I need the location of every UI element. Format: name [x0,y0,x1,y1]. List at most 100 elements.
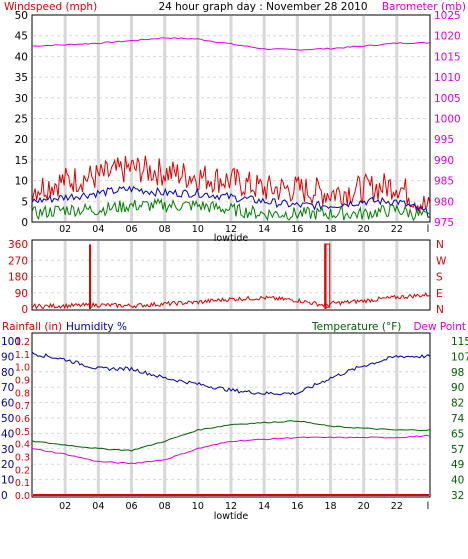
temperature-y-tick: 98 [451,367,464,379]
x-tick-label: 08 [159,224,171,235]
wind-gust-line [31,155,431,214]
x-end-marker: l [427,224,430,235]
wind-y-tick: 40 [15,51,28,63]
x-tick-label: 16 [291,501,303,512]
x-tick-label: 04 [92,224,104,235]
x-caption: lowtide [214,511,249,522]
rain-y-tick: 0.3 [15,453,30,464]
x-tick-label: 20 [358,224,370,235]
humidity-y-tick: 100 [1,336,21,348]
direction-y-tick: 360 [8,239,28,251]
x-tick-label: 22 [391,501,403,512]
rain-y-tick: 0.7 [15,401,30,412]
x-tick-label: 02 [59,501,71,512]
wind-y-tick: 25 [15,114,28,126]
wind-y-tick: 35 [15,72,28,84]
rain-y-tick: 0.6 [15,414,30,425]
barometer-y-tick: 985 [434,176,454,188]
humidity-y-tick: 90 [1,351,14,363]
barometer-y-tick: 1025 [434,10,461,22]
temperature-y-tick: 49 [451,459,464,471]
x-tick-label: 18 [324,501,336,512]
dew-point-axis-label: Dew Point [413,321,466,333]
humidity-y-tick: 20 [1,459,14,471]
x-tick-label: 12 [225,224,237,235]
x-tick-label: 16 [291,224,303,235]
humidity-y-tick: 50 [1,413,14,425]
x-tick-label: 12 [225,501,237,512]
compass-tick: N [436,239,444,251]
barometer-axis-label: Barometer (mb) [382,1,466,13]
wind-y-tick: 20 [15,134,28,146]
x-tick-label: 04 [92,501,104,512]
temperature-line [31,420,431,452]
compass-tick: S [436,272,443,284]
humidity-y-tick: 30 [1,444,14,456]
wind-y-tick: 45 [15,31,28,43]
temperature-y-tick: 90 [451,382,464,394]
temperature-y-tick: 57 [451,444,464,456]
humidity-y-tick: 0 [1,490,8,502]
barometer-y-tick: 980 [434,196,454,208]
wind-y-tick: 5 [21,196,28,208]
rain-y-tick: 0.8 [15,388,30,399]
barometer-y-tick: 995 [434,134,454,146]
temperature-y-tick: 40 [451,475,464,487]
direction-y-tick: 0 [21,304,28,316]
wind-y-tick: 0 [21,217,28,229]
direction-wrap-marker [324,243,331,308]
humidity-line [31,351,431,396]
direction-y-tick: 270 [8,255,28,267]
wind-y-tick: 30 [15,93,28,105]
direction-y-tick: 180 [8,272,28,284]
humidity-y-tick: 60 [1,398,14,410]
x-tick-label: 22 [391,224,403,235]
rain-y-tick: 0.0 [15,491,30,502]
x-tick-label: 10 [192,224,204,235]
rainfall-axis-label: Rainfall (in) [2,321,62,333]
rain-y-tick: 0.9 [15,376,30,387]
x-tick-label: 06 [125,501,137,512]
x-tick-label: 02 [59,224,71,235]
compass-tick: W [436,255,447,267]
x-tick-label: 14 [258,501,270,512]
x-tick-label: 18 [324,224,336,235]
temperature-y-tick: 65 [451,428,464,440]
x-tick-label: 20 [358,501,370,512]
barometer-y-tick: 1010 [434,72,461,84]
barometer-y-tick: 990 [434,155,454,167]
wind-y-tick: 50 [15,10,28,22]
temperature-y-tick: 107 [451,351,468,363]
wind-low-line [31,197,431,222]
wind-y-tick: 10 [15,176,28,188]
x-tick-label: 06 [125,224,137,235]
x-caption: lowtide [214,233,249,244]
rain-y-tick: 0.1 [15,478,30,489]
compass-tick: N [436,304,444,316]
wind-y-tick: 15 [15,155,28,167]
barometer-y-tick: 1005 [434,93,461,105]
humidity-y-tick: 80 [1,367,14,379]
humidity-y-tick: 70 [1,382,14,394]
wind-avg-line [31,185,430,218]
rain-y-tick: 0.5 [15,427,30,438]
barometer-y-tick: 1015 [434,51,461,63]
temperature-y-tick: 74 [451,413,465,425]
windspeed-axis-label: Windspeed (mph) [4,1,97,13]
x-tick-label: 10 [192,501,204,512]
x-end-marker: l [427,501,430,512]
barometer-y-tick: 1000 [434,114,461,126]
chart-title: 24 hour graph day : November 28 2010 [158,1,367,13]
humidity-y-tick: 40 [1,428,14,440]
x-tick-label: 08 [159,501,171,512]
rain-y-tick: 0.2 [15,465,30,476]
rain-y-tick: 0.4 [15,440,30,451]
compass-tick: E [436,288,443,300]
barometer-y-tick: 1020 [434,31,461,43]
temperature-axis-label: Temperature (°F) [311,321,401,333]
x-tick-label: 14 [258,224,270,235]
temperature-y-tick: 115 [451,336,468,348]
rain-y-tick: 1.2 [15,337,30,348]
temperature-y-tick: 82 [451,398,464,410]
